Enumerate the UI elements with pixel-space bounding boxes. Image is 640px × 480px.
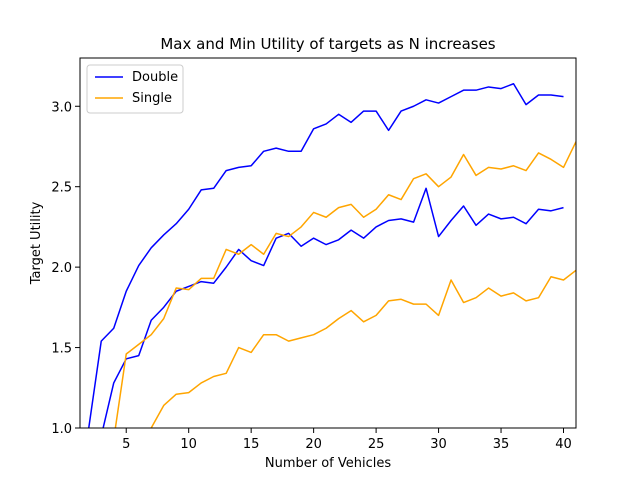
x-tick-label: 40 <box>555 437 572 452</box>
x-tick-label: 30 <box>430 437 447 452</box>
legend-label-double: Double <box>132 70 178 85</box>
series-line-single-2 <box>149 269 576 428</box>
y-tick-label: 1.0 <box>51 422 72 437</box>
x-axis-title: Number of Vehicles <box>265 456 392 471</box>
x-tick-label: 5 <box>122 437 130 452</box>
x-tick-label: 35 <box>493 437 510 452</box>
series-line-single-1 <box>114 141 576 428</box>
y-axis-title: Target Utility <box>29 201 44 285</box>
y-tick-label: 3.0 <box>51 100 72 115</box>
y-axis-ticks: 1.0 1.5 2.0 2.5 3.0 <box>51 100 80 437</box>
plot-frame <box>79 57 577 429</box>
series-line-double-2 <box>102 187 564 428</box>
series-layer <box>88 82 576 428</box>
y-tick-label: 2.5 <box>51 181 72 196</box>
series-line-double-1 <box>88 82 564 428</box>
x-tick-label: 15 <box>243 437 260 452</box>
x-tick-label: 10 <box>180 437 197 452</box>
chart-title: Max and Min Utility of targets as N incr… <box>160 35 495 53</box>
legend: Double Single <box>86 64 184 114</box>
x-tick-label: 25 <box>368 437 385 452</box>
x-axis-ticks: 5 10 15 20 25 30 35 40 <box>122 428 572 452</box>
x-tick-label: 20 <box>305 437 322 452</box>
y-tick-label: 2.0 <box>51 261 72 276</box>
legend-label-single: Single <box>132 91 172 106</box>
y-tick-label: 1.5 <box>51 342 72 357</box>
